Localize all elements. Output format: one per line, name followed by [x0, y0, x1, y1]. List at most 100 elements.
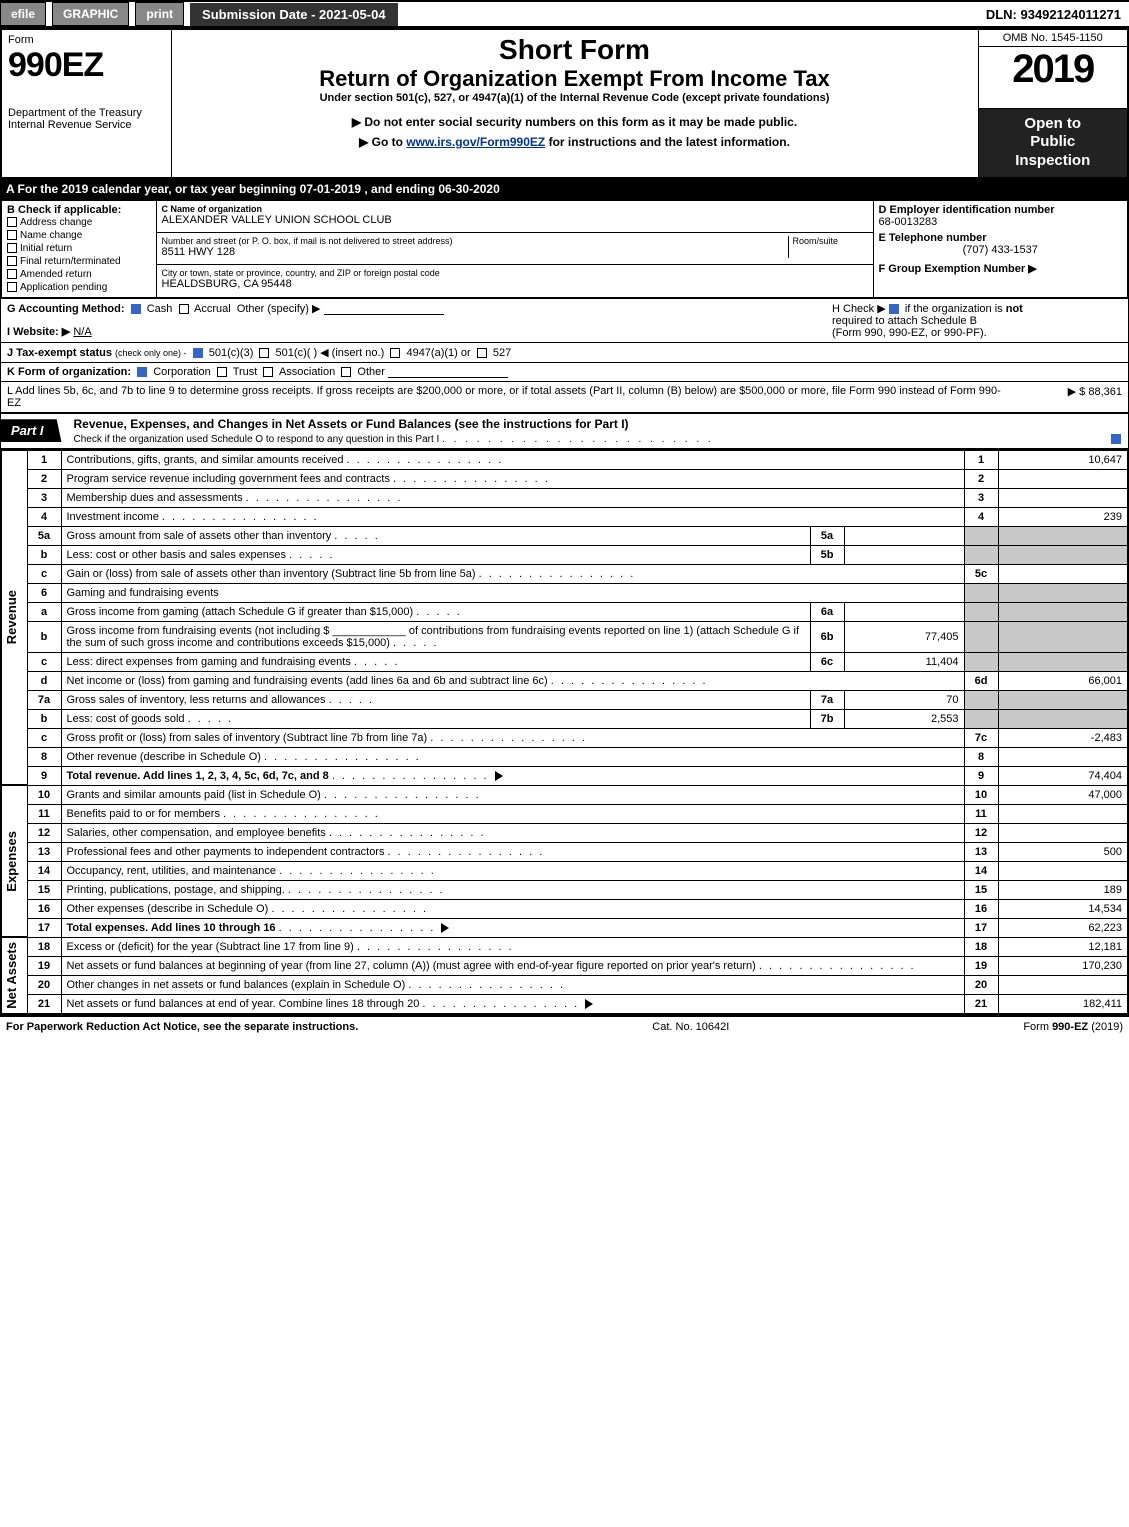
other-org-input[interactable] [388, 366, 508, 378]
checkbox-icon[interactable] [263, 367, 273, 377]
group-exemption-label: F Group Exemption Number ▶ [879, 262, 1123, 275]
table-row: 16Other expenses (describe in Schedule O… [1, 899, 1128, 918]
right-line-number: 5c [964, 564, 998, 583]
checkbox-icon[interactable] [7, 230, 17, 240]
line-h-l3: (Form 990, 990-EZ, or 990-PF). [832, 327, 987, 339]
table-row: bLess: cost of goods sold . . . . .7b2,5… [1, 709, 1128, 728]
line-description: Net assets or fund balances at beginning… [61, 956, 964, 975]
tel-value: (707) 433-1537 [879, 244, 1123, 256]
table-row: bLess: cost or other basis and sales exp… [1, 545, 1128, 564]
table-row: 4Investment income . . . . . . . . . . .… [1, 507, 1128, 526]
line-number: c [27, 728, 61, 747]
checkbox-icon[interactable] [341, 367, 351, 377]
opt-other-org: Other [357, 366, 385, 378]
table-row: 20Other changes in net assets or fund ba… [1, 975, 1128, 994]
table-row: 15Printing, publications, postage, and s… [1, 880, 1128, 899]
print-button[interactable]: print [135, 2, 184, 26]
opt-cash: Cash [147, 303, 173, 315]
footer-pre: Form [1023, 1021, 1052, 1033]
checkbox-icon[interactable] [7, 243, 17, 253]
line-number: 2 [27, 469, 61, 488]
tel-label: E Telephone number [879, 232, 1123, 244]
checkbox-icon[interactable] [889, 304, 899, 314]
box-c-label: C Name of organization [162, 204, 868, 214]
table-row: Revenue1Contributions, gifts, grants, an… [1, 450, 1128, 470]
right-line-value: 47,000 [998, 785, 1128, 804]
efile-button[interactable]: efile [0, 2, 46, 26]
right-line-value: 12,181 [998, 937, 1128, 956]
omb-number: OMB No. 1545-1150 [979, 30, 1128, 47]
footer-post: (2019) [1088, 1021, 1123, 1033]
checkbox-icon[interactable] [193, 348, 203, 358]
line-number: 6 [27, 583, 61, 602]
checkbox-icon[interactable] [217, 367, 227, 377]
right-num-shaded [964, 583, 998, 602]
goto-instruction: ▶ Go to www.irs.gov/Form990EZ for instru… [178, 132, 972, 152]
right-line-value: 182,411 [998, 994, 1128, 1014]
paperwork-notice: For Paperwork Reduction Act Notice, see … [6, 1021, 358, 1033]
right-line-number: 10 [964, 785, 998, 804]
table-row: 7aGross sales of inventory, less returns… [1, 690, 1128, 709]
right-val-shaded [998, 545, 1128, 564]
sub-line-value: 70 [844, 690, 964, 709]
table-row: Net Assets18Excess or (deficit) for the … [1, 937, 1128, 956]
gross-receipts-amount: ▶ $ 88,361 [1002, 385, 1122, 409]
checkbox-icon[interactable] [7, 269, 17, 279]
part-1-check-text: Check if the organization used Schedule … [74, 434, 440, 445]
right-line-value: 170,230 [998, 956, 1128, 975]
checkbox-icon[interactable] [131, 304, 141, 314]
right-line-number: 19 [964, 956, 998, 975]
checkbox-icon[interactable] [179, 304, 189, 314]
schedule-o-checkbox[interactable] [1111, 434, 1121, 444]
right-line-number: 6d [964, 671, 998, 690]
part-1-table: Revenue1Contributions, gifts, grants, an… [0, 449, 1129, 1015]
right-line-value: -2,483 [998, 728, 1128, 747]
table-row: 19Net assets or fund balances at beginni… [1, 956, 1128, 975]
line-number: 1 [27, 450, 61, 470]
line-description: Gross sales of inventory, less returns a… [61, 690, 810, 709]
line-number: b [27, 709, 61, 728]
right-val-shaded [998, 602, 1128, 621]
checkbox-icon[interactable] [259, 348, 269, 358]
checkbox-icon[interactable] [137, 367, 147, 377]
open-line-3: Inspection [983, 152, 1124, 171]
opt-corp: Corporation [153, 366, 210, 378]
right-line-value [998, 747, 1128, 766]
entity-info: B Check if applicable: Address change Na… [0, 199, 1129, 299]
irs-link[interactable]: www.irs.gov/Form990EZ [406, 135, 545, 149]
checkbox-icon[interactable] [7, 217, 17, 227]
right-num-shaded [964, 652, 998, 671]
line-description: Total expenses. Add lines 10 through 16 … [61, 918, 964, 937]
checkbox-icon[interactable] [390, 348, 400, 358]
opt-4947: 4947(a)(1) or [406, 347, 470, 359]
right-line-value: 239 [998, 507, 1128, 526]
room-label: Room/suite [793, 236, 868, 246]
table-row: dNet income or (loss) from gaming and fu… [1, 671, 1128, 690]
box-d-label: D Employer identification number [879, 204, 1123, 216]
chk-final-return: Final return/terminated [20, 256, 121, 267]
table-row: 11Benefits paid to or for members . . . … [1, 804, 1128, 823]
table-row: 12Salaries, other compensation, and empl… [1, 823, 1128, 842]
right-line-value [998, 469, 1128, 488]
part-1-header: Part I Revenue, Expenses, and Changes in… [0, 413, 1129, 449]
right-line-number: 20 [964, 975, 998, 994]
line-j: J Tax-exempt status (check only one) - 5… [0, 343, 1129, 363]
line-k-label: K Form of organization: [7, 366, 131, 378]
street-label: Number and street (or P. O. box, if mail… [162, 236, 788, 246]
line-number: 7a [27, 690, 61, 709]
goto-pre: ▶ Go to [359, 135, 406, 149]
checkbox-icon[interactable] [7, 282, 17, 292]
line-number: 14 [27, 861, 61, 880]
right-line-value [998, 488, 1128, 507]
checkbox-icon[interactable] [477, 348, 487, 358]
right-line-number: 9 [964, 766, 998, 785]
website-value: N/A [73, 326, 91, 338]
box-b-checklist: Address change Name change Initial retur… [7, 216, 151, 294]
footer-form: 990-EZ [1052, 1021, 1088, 1033]
sub-line-number: 7b [810, 709, 844, 728]
other-specify-input[interactable] [324, 303, 444, 315]
graphic-button[interactable]: GRAPHIC [52, 2, 129, 26]
line-number: 8 [27, 747, 61, 766]
checkbox-icon[interactable] [7, 256, 17, 266]
short-form-title: Short Form [178, 34, 972, 66]
